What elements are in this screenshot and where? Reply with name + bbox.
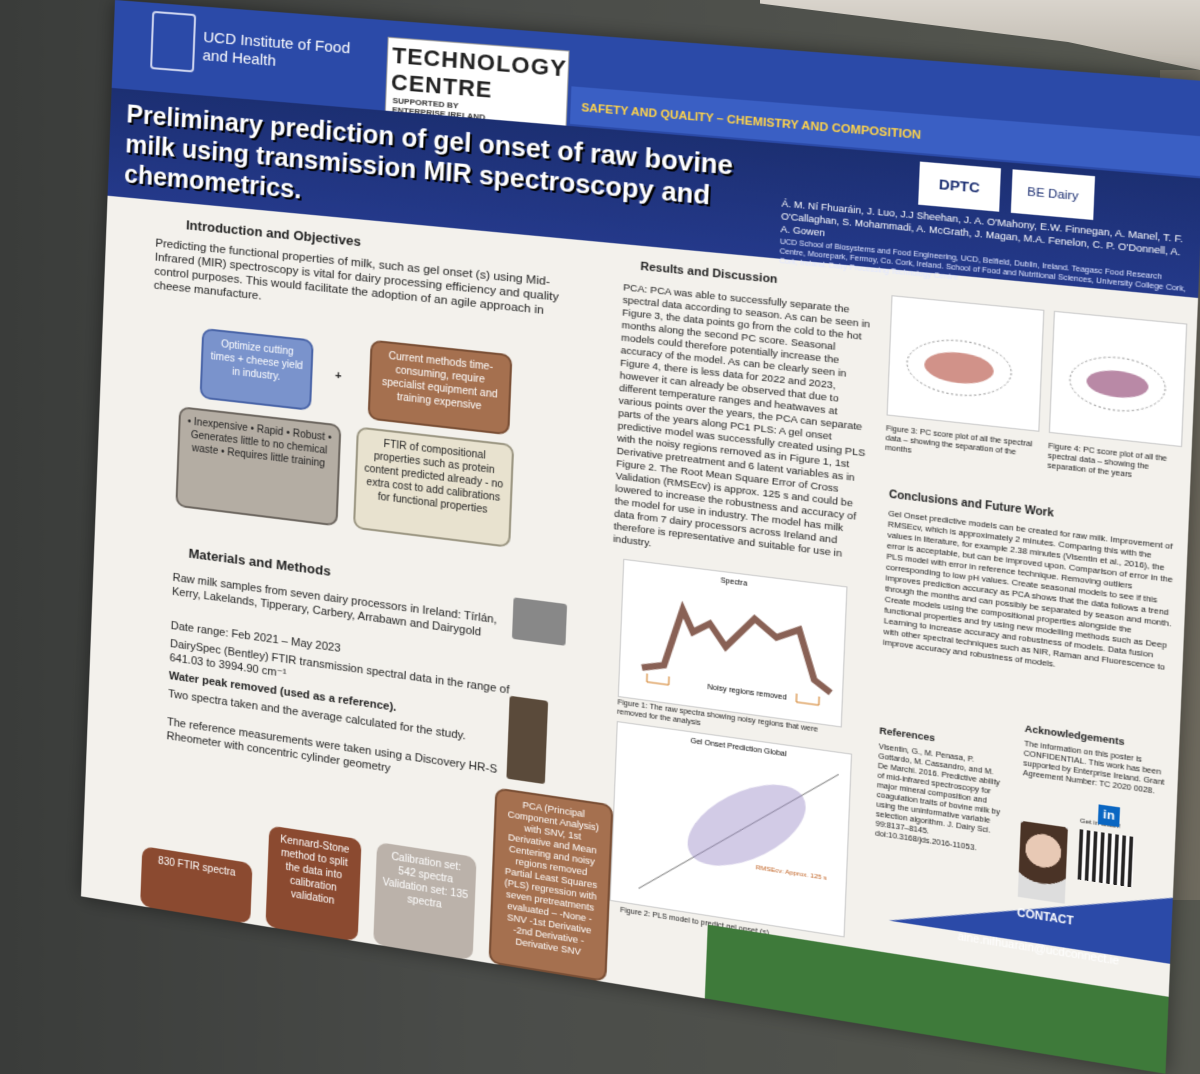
intro-text: Predicting the functional properties of … xyxy=(154,236,570,335)
spectra-lines xyxy=(642,605,833,693)
pca3-scatter xyxy=(924,349,995,386)
pca-months-plot xyxy=(888,296,1044,430)
box-ftir: FTIR of compositional properties such as… xyxy=(353,426,514,548)
pls-plot: Gel Onset Prediction Global RMSEcv: Appr… xyxy=(611,722,851,936)
poster: UCD Institute of Food and Health TECHNOL… xyxy=(81,0,1200,1074)
spectra-plot: Spectra Noisy regions removed xyxy=(619,560,846,726)
flow-calibration-sets: Calibration set: 542 spectra Validation … xyxy=(373,842,476,960)
figure-2-pls: Gel Onset Prediction Global RMSEcv: Appr… xyxy=(610,721,853,937)
box-current-methods: Current methods time-consuming, require … xyxy=(368,340,513,436)
fig1-title: Spectra xyxy=(720,577,747,588)
flow-ftir-spectra: 830 FTIR spectra xyxy=(140,846,252,924)
flow-kennard-stone: Kennard-Stone method to split the data i… xyxy=(265,825,361,941)
flow-pca-pls: PCA (Principal Component Analysis) with … xyxy=(488,787,613,982)
qr-code-icon xyxy=(1078,829,1135,887)
references-text: Visentin, G., M. Penasa, P. Gottardo, M.… xyxy=(875,742,1006,857)
plus-sign: + xyxy=(335,369,342,384)
results-heading: Results and Discussion xyxy=(640,260,778,286)
linkedin-icon: in xyxy=(1098,804,1120,827)
ucd-logo-icon xyxy=(150,11,196,73)
box-advantages: • Inexpensive • Rapid • Robust • Generat… xyxy=(175,406,341,526)
ack-text: The information on this poster is CONFID… xyxy=(1023,739,1167,798)
ftir-instrument-image xyxy=(512,597,567,646)
results-text: PCA: PCA was able to successfully separa… xyxy=(613,282,874,577)
noisy-bracket-right xyxy=(796,694,819,706)
bedairy-logo: BE Dairy xyxy=(1011,169,1095,220)
fig2-title: Gel Onset Prediction Global xyxy=(690,738,787,759)
box-optimize: Optimize cutting times + cheese yield in… xyxy=(200,328,314,411)
fig4-caption: Figure 4: PC score plot of all the spect… xyxy=(1047,442,1179,486)
pca-years-plot xyxy=(1050,312,1186,446)
fig3-caption: Figure 3: PC score plot of all the spect… xyxy=(885,424,1037,470)
references-heading: References xyxy=(879,725,935,743)
fig1-label: Noisy regions removed xyxy=(707,684,787,702)
rheometer-image xyxy=(506,696,548,784)
methods-heading: Materials and Methods xyxy=(188,546,331,579)
noisy-bracket-left xyxy=(647,674,669,685)
conclusions-text: Gel Onset predictive models can be creat… xyxy=(883,508,1176,684)
pca4-scatter xyxy=(1086,368,1149,401)
fig2-rmse: RMSEcv: Approx. 125 s xyxy=(756,865,827,882)
author-photo xyxy=(1018,821,1068,904)
prediction-scatter xyxy=(673,768,822,882)
dptc-logo: DPTC xyxy=(918,162,1001,212)
figure-3-pca-months xyxy=(887,295,1045,432)
figure-4-pca-years xyxy=(1049,311,1188,447)
